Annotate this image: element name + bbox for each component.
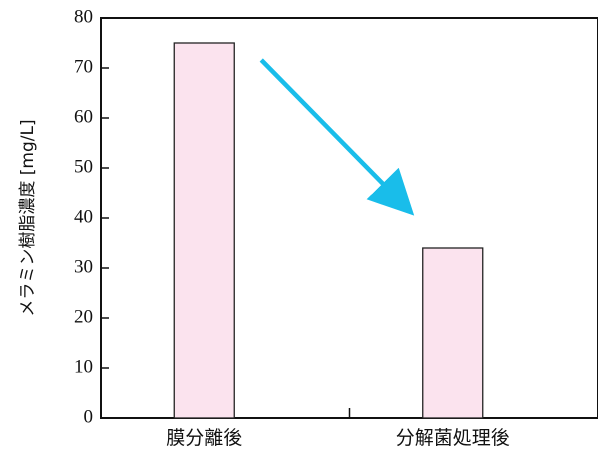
x-ticks: 膜分離後 分解菌処理後: [166, 408, 510, 449]
y-ticks: 0 10 20 30 40 50 60 70 80: [74, 6, 109, 427]
y-tick-label: 80: [74, 6, 93, 27]
y-tick-label: 50: [74, 156, 93, 177]
y-tick-label: 0: [84, 406, 94, 427]
y-axis-label: メラミン樹脂濃度 [mg/L]: [18, 119, 38, 316]
annotations: [259, 58, 415, 216]
y-tick-label: 30: [74, 256, 93, 277]
y-tick-label: 70: [74, 56, 93, 77]
y-tick-label: 10: [74, 356, 93, 377]
decrease-arrow: [259, 58, 415, 216]
y-tick-label: 20: [74, 306, 93, 327]
bar-0: [173, 42, 235, 419]
y-tick-label: 40: [74, 206, 93, 227]
bar-1: [422, 247, 484, 419]
x-category-label: 膜分離後: [166, 427, 242, 449]
bars: [173, 42, 484, 419]
y-tick-label: 60: [74, 106, 93, 127]
x-category-label: 分解菌処理後: [396, 427, 510, 449]
